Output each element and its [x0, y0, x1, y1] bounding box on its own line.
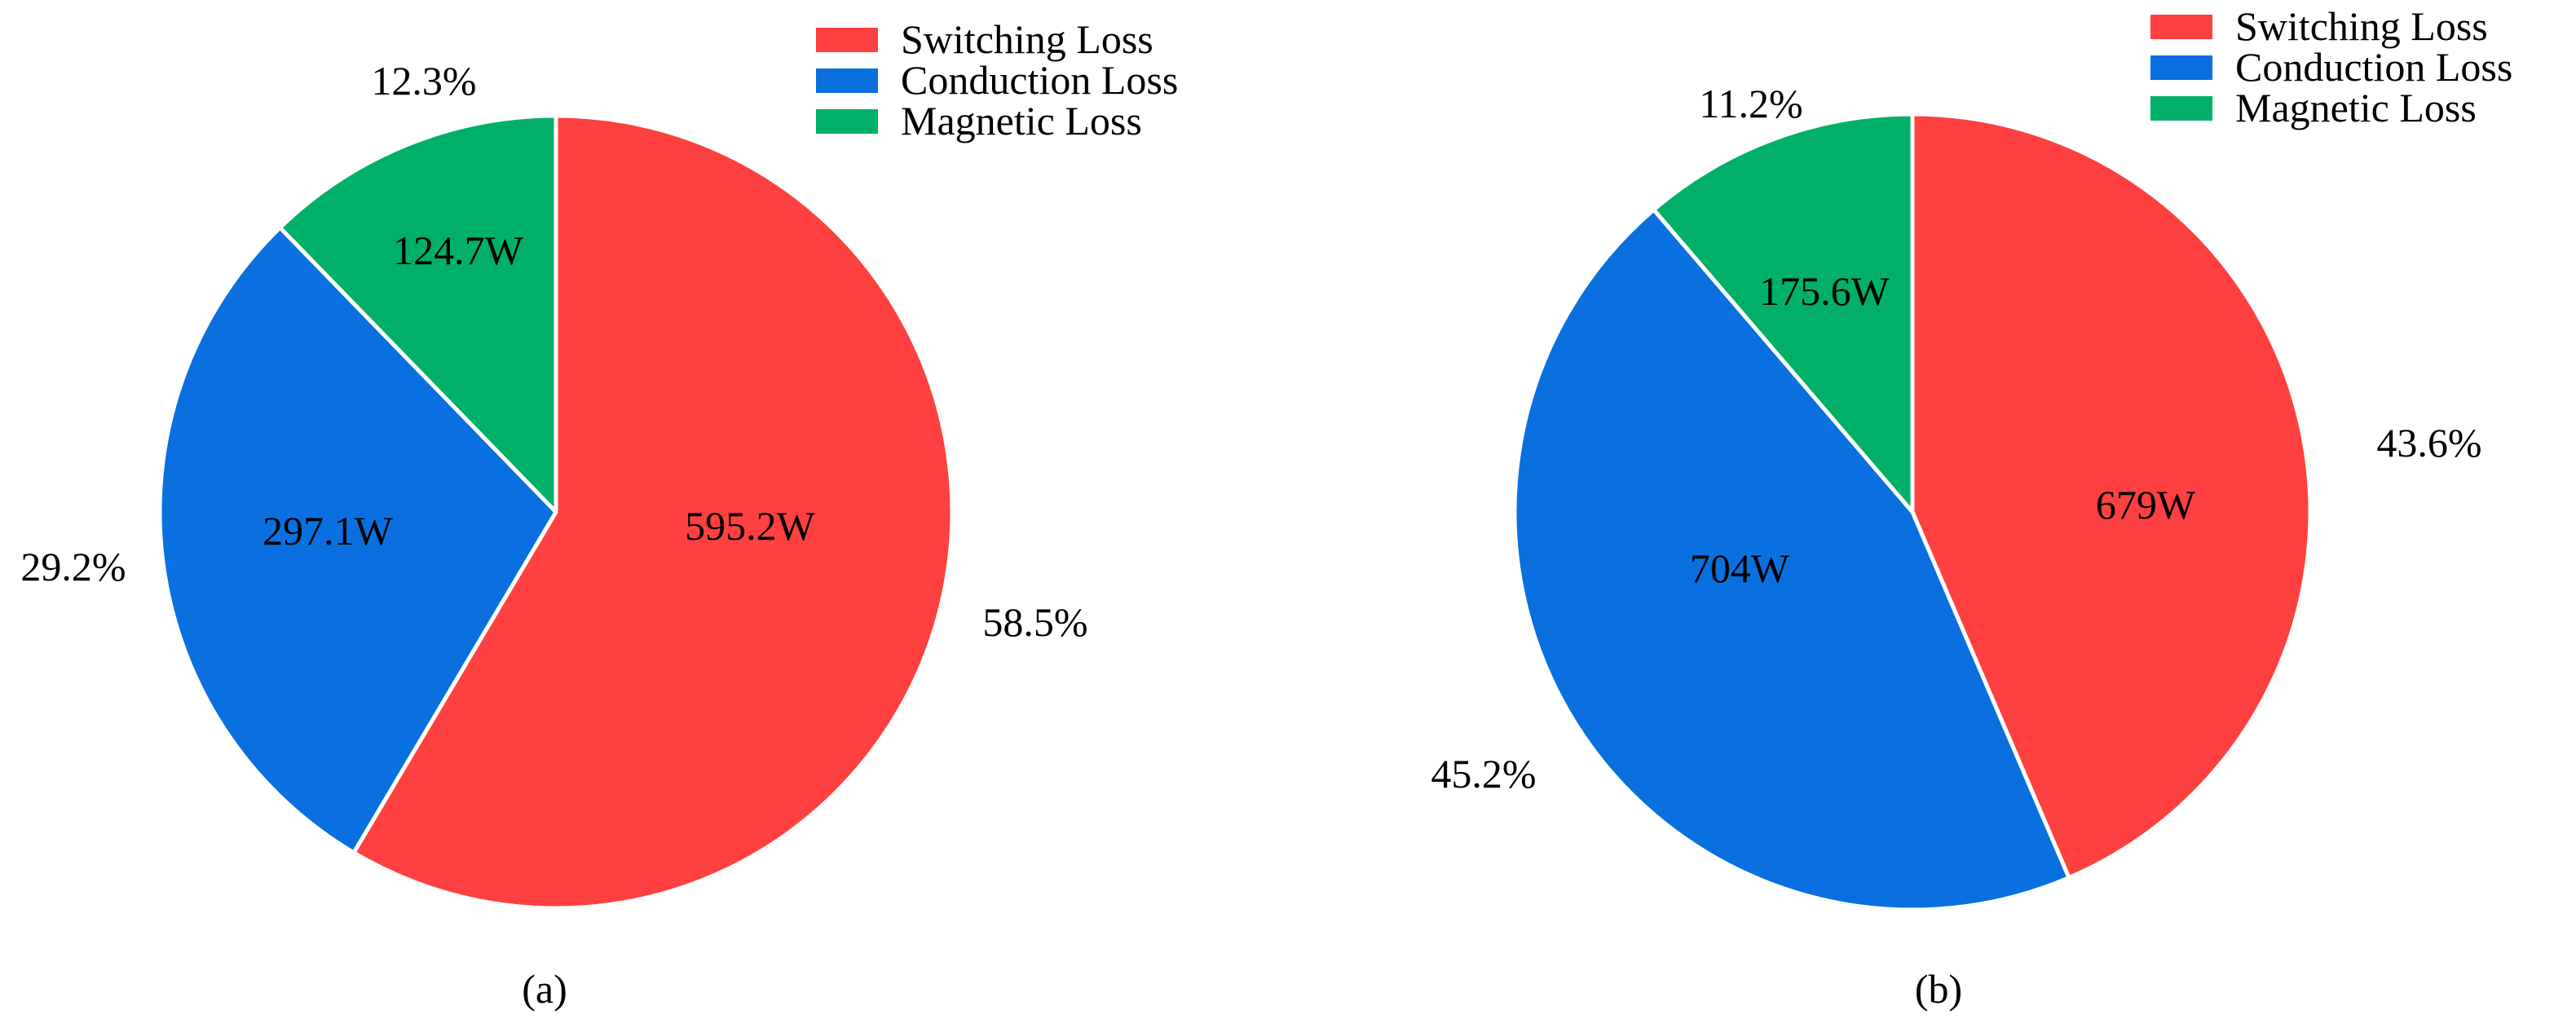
pie-chart-a: 595.2W 297.1W 124.7W 58.5% 29.2% 12.3% S…: [20, 16, 1178, 1012]
legend-b-label-magnetic: Magnetic Loss: [2235, 85, 2477, 130]
legend-a-swatch-magnetic: [816, 109, 878, 134]
legend-b-label-conduction: Conduction Loss: [2235, 44, 2512, 90]
legend-b-swatch-magnetic: [2150, 96, 2212, 121]
legend-a-swatch-switching: [816, 28, 878, 52]
legend-a-swatch-conduction: [816, 68, 878, 93]
pie-b-percent-label-conduction: 45.2%: [1431, 751, 1536, 796]
legend-a-label-magnetic: Magnetic Loss: [901, 98, 1142, 143]
legend-b-label-switching: Switching Loss: [2235, 3, 2488, 49]
legend-a-label-switching: Switching Loss: [901, 16, 1153, 62]
pie-a-value-label-magnetic: 124.7W: [393, 227, 524, 273]
pie-a-legend: Switching Loss Conduction Loss Magnetic …: [816, 16, 1178, 143]
pie-a-percent-label-switching: 58.5%: [982, 599, 1087, 645]
pie-b-value-label-magnetic: 175.6W: [1759, 268, 1890, 314]
pie-b-percent-label-switching: 43.6%: [2376, 420, 2481, 465]
pie-b-legend: Switching Loss Conduction Loss Magnetic …: [2150, 3, 2512, 130]
legend-a-label-conduction: Conduction Loss: [901, 57, 1178, 103]
pie-b-value-label-conduction: 704W: [1690, 545, 1790, 591]
legend-b-swatch-conduction: [2150, 55, 2212, 80]
pie-chart-b: 679W 704W 175.6W 43.6% 45.2% 11.2% Switc…: [1431, 3, 2512, 1012]
pie-a-value-label-conduction: 297.1W: [262, 508, 394, 554]
pie-a-slice-magnetic: [278, 113, 558, 514]
pie-a-percent-label-magnetic: 12.3%: [371, 58, 476, 104]
pie-a-slice-switching: [351, 113, 955, 911]
caption-a: (a): [522, 966, 567, 1012]
pie-a-slices: [157, 113, 955, 911]
pie-a-slice-conduction: [157, 225, 558, 855]
caption-b: (b): [1915, 966, 1962, 1012]
pie-b-slice-magnetic: [1652, 112, 1915, 514]
pie-b-slice-conduction: [1512, 207, 2071, 912]
pie-b-slices: [1512, 112, 2313, 912]
pie-b-slice-switching: [1910, 112, 2313, 880]
pie-a-percent-label-conduction: 29.2%: [20, 544, 126, 589]
pie-b-percent-label-magnetic: 11.2%: [1699, 81, 1802, 126]
pie-b-value-label-switching: 679W: [2096, 482, 2196, 527]
legend-b-swatch-switching: [2150, 15, 2212, 39]
pie-a-value-label-switching: 595.2W: [685, 503, 816, 549]
